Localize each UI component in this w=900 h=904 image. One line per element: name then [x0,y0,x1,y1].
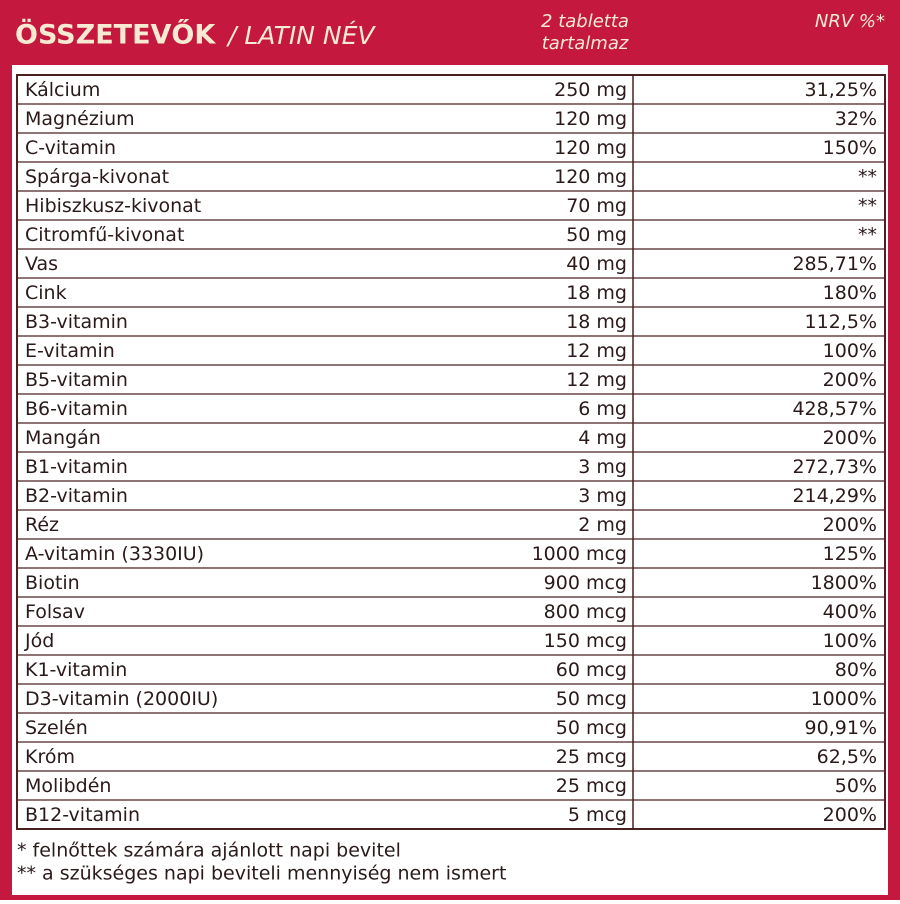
ingredient-name: Réz [25,514,59,536]
ingredient-name: B2-vitamin [25,485,128,507]
nrv: 62,5% [817,746,877,768]
amount: 4 mg [578,427,627,449]
amount: 3 mg [578,456,627,478]
ingredient-name: E-vitamin [25,340,115,362]
ingredient-name: Króm [25,746,75,768]
amount: 120 mg [554,137,627,159]
nrv: 31,25% [805,79,877,101]
table: Kálcium 250 mg 31,25% Magnézium 120 mg 32% C-v… [16,74,886,830]
ingredient-name: A-vitamin (3330IU) [25,543,204,565]
nrv: 285,71% [792,253,877,275]
ingredient-name: Molibdén [25,775,111,797]
ingredient-name: B5-vitamin [25,369,128,391]
ingredient-name: Magnézium [25,108,135,130]
nrv: 200% [823,514,877,536]
amount: 25 mcg [556,746,627,768]
nrv: 100% [823,340,877,362]
footnote: * felnőttek számára ajánlott napi bevite… [17,840,401,862]
amount: 2 mg [578,514,627,536]
ingredient-name: Mangán [25,427,101,449]
nrv: 150% [823,137,877,159]
nrv: ** [858,195,877,217]
title: ÖSSZETEVŐK [15,18,216,51]
amount: 120 mg [554,108,627,130]
nrv: 125% [823,543,877,565]
ingredient-name: B3-vitamin [25,311,128,333]
ingredient-name: Folsav [25,601,85,623]
ingredient-name: Jód [24,630,54,652]
nrv: 112,5% [805,311,877,333]
nrv-header: NRV %* [815,11,885,32]
nrv: 100% [823,630,877,652]
amount: 25 mcg [556,775,627,797]
ingredient-name: Citromfű-kivonat [25,224,184,246]
footnote: ** a szükséges napi beviteli mennyiség n… [17,863,506,885]
nrv: 200% [823,804,877,826]
amount: 6 mg [578,398,627,420]
amount: 50 mcg [556,688,627,710]
amount: 12 mg [566,340,627,362]
amount: 50 mg [566,224,627,246]
amount: 150 mcg [544,630,627,652]
amount-header: 2 tabletta [541,11,629,32]
subtitle: / LATIN NÉV [226,21,376,50]
nrv: 400% [823,601,877,623]
ingredient-name: D3-vitamin (2000IU) [25,688,218,710]
nrv: 90,91% [805,717,877,739]
amount: 12 mg [566,369,627,391]
ingredient-name: B1-vitamin [25,456,128,478]
nrv: ** [858,166,877,188]
ingredient-name: Biotin [25,572,80,594]
ingredient-name: K1-vitamin [25,659,127,681]
nrv: 32% [835,108,877,130]
nrv: 80% [835,659,877,681]
nrv: ** [858,224,877,246]
nrv: 1800% [811,572,877,594]
amount: 18 mg [566,311,627,333]
ingredient-name: B6-vitamin [25,398,128,420]
amount-header: tartalmaz [542,33,629,54]
ingredient-name: Szelén [25,717,88,739]
amount: 3 mg [578,485,627,507]
nrv: 180% [823,282,877,304]
ingredient-name: Cink [25,282,67,304]
nrv: 428,57% [792,398,877,420]
nrv: 1000% [811,688,877,710]
ingredient-name: Vas [25,253,58,275]
ingredient-name: Spárga-kivonat [25,166,169,188]
nrv: 200% [823,427,877,449]
amount: 50 mcg [556,717,627,739]
nrv: 50% [835,775,877,797]
amount: 5 mcg [568,804,627,826]
amount: 60 mcg [556,659,627,681]
ingredient-name: B12-vitamin [25,804,140,826]
ingredient-name: C-vitamin [25,137,116,159]
amount: 120 mg [554,166,627,188]
amount: 40 mg [566,253,627,275]
nrv: 200% [823,369,877,391]
amount: 900 mcg [544,572,627,594]
nrv: 272,73% [792,456,877,478]
ingredient-name: Kálcium [25,79,100,101]
amount: 1000 mcg [532,543,627,565]
ingredient-name: Hibiszkusz-kivonat [25,195,201,217]
amount: 800 mcg [544,601,627,623]
amount: 70 mg [566,195,627,217]
amount: 250 mg [554,79,627,101]
content-area [12,65,888,895]
nrv: 214,29% [792,485,877,507]
amount: 18 mg [566,282,627,304]
